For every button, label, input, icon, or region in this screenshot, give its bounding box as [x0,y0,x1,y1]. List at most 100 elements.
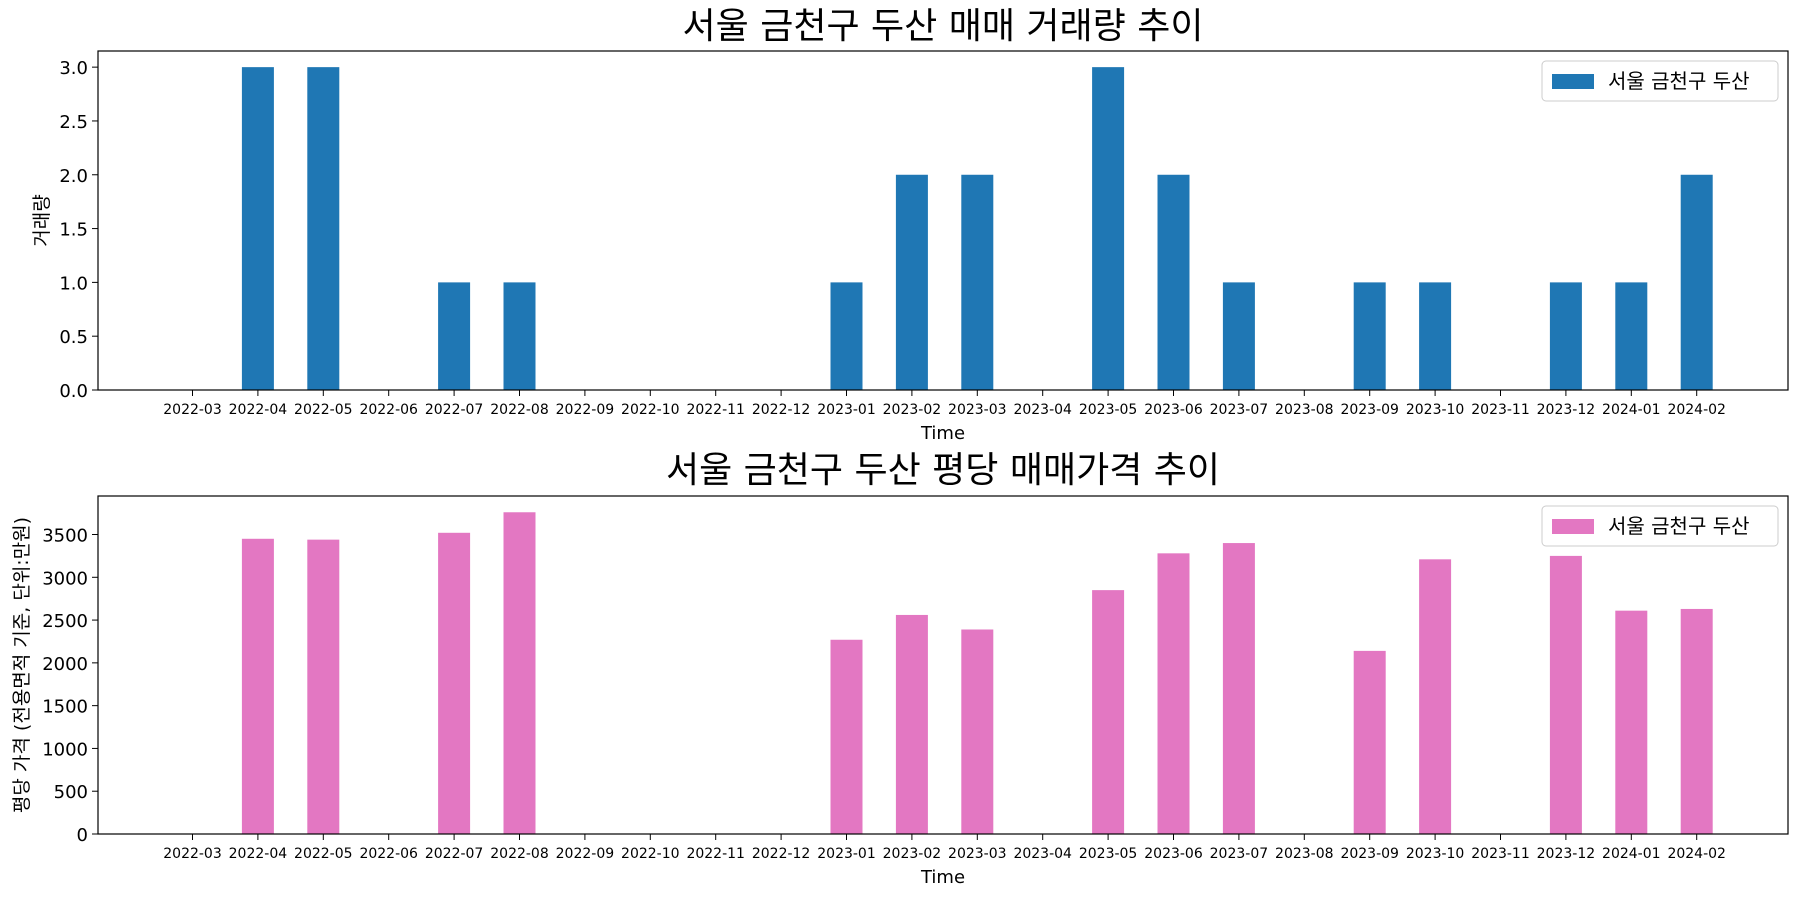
y-tick-label: 1000 [42,739,88,760]
bar-2022-04 [241,67,274,391]
y-tick-label: 3000 [42,568,88,589]
bar-2023-05 [1092,590,1125,834]
x-tick-label: 2024-02 [1667,846,1726,862]
y-tick-label: 2000 [42,654,88,675]
bar-2023-02 [895,174,928,390]
legend [1541,505,1779,547]
y-tick-label: 2.5 [59,112,88,133]
y-tick-label: 0.5 [59,327,88,348]
x-tick-label: 2022-12 [752,846,811,862]
x-tick-label: 2022-05 [294,846,353,862]
bar-2022-04 [241,538,274,834]
x-tick-label: 2023-02 [883,402,942,418]
x-tick-label: 2022-03 [163,402,222,418]
x-tick-label: 2022-12 [752,402,811,418]
x-tick-label: 2023-09 [1340,402,1399,418]
x-tick-label: 2022-09 [556,402,615,418]
bar-2023-09 [1353,650,1386,834]
y-axis-label: 평당 가격 (전용면적 기준, 단위:만원) [11,517,33,813]
x-tick-label: 2023-12 [1537,402,1596,418]
legend-label: 서울 금천구 두산 [1608,514,1750,538]
y-tick-label: 1.0 [59,273,88,294]
x-tick-label: 2023-04 [1013,402,1072,418]
x-axis-label: Time [920,867,965,888]
volume-chart: 서울 금천구 두산 매매 거래량 추이 0.0 0.5 1.0 1.5 2.0 2.5 3.0… [31,6,1789,444]
x-tick-label: 2024-02 [1667,402,1726,418]
x-tick-label: 2023-12 [1537,846,1596,862]
y-tick-label: 1500 [42,697,88,718]
x-tick-label: 2022-06 [359,402,418,418]
bar-2023-10 [1419,559,1452,834]
x-tick-label: 2023-03 [948,846,1007,862]
y-tick-label: 2500 [42,611,88,632]
x-tick-label: 2023-01 [817,402,876,418]
bar-2023-07 [1222,282,1255,390]
x-tick-label: 2022-03 [163,846,222,862]
x-tick-label: 2023-06 [1144,402,1203,418]
bar-2024-02 [1680,608,1713,834]
x-tick-label: 2023-04 [1013,846,1072,862]
x-tick-label: 2023-08 [1275,402,1334,418]
bar-2023-12 [1549,282,1582,390]
chart-title: 서울 금천구 두산 매매 거래량 추이 [683,6,1204,47]
bar-2024-01 [1615,282,1648,390]
bar-2023-06 [1157,174,1190,390]
bar-2023-01 [830,639,863,834]
x-tick-label: 2023-11 [1471,402,1530,418]
bar-2023-06 [1157,553,1190,834]
x-tick-label: 2023-07 [1210,402,1269,418]
x-tick-label: 2023-08 [1275,846,1334,862]
legend-swatch [1552,74,1594,89]
x-tick-label: 2022-09 [556,846,615,862]
x-tick-label: 2022-04 [229,402,288,418]
legend-label: 서울 금천구 두산 [1608,69,1750,93]
x-tick-label: 2023-05 [1079,402,1138,418]
bar-2023-02 [895,614,928,834]
x-axis-label: Time [920,423,965,444]
x-tick-label: 2022-08 [490,846,549,862]
y-tick-label: 0.0 [59,381,88,402]
x-tick-label: 2024-01 [1602,846,1661,862]
bar-2022-08 [503,512,536,834]
x-tick-label: 2023-07 [1210,846,1269,862]
x-tick-label: 2022-07 [425,846,484,862]
x-tick-label: 2022-08 [490,402,549,418]
x-tick-label: 2023-11 [1471,846,1530,862]
bar-2023-09 [1353,282,1386,390]
bar-2022-05 [307,539,340,834]
plot-frame [97,495,1789,835]
price-chart: 서울 금천구 두산 평당 매매가격 추이 0 500 1000 1500 2000 2500… [11,450,1789,888]
y-tick-label: 3.0 [59,58,88,79]
x-tick-label: 2023-09 [1340,846,1399,862]
x-tick-label: 2023-02 [883,846,942,862]
bar-2024-02 [1680,174,1713,390]
bar-2023-05 [1092,67,1125,391]
bar-2023-03 [961,174,994,390]
x-tick-label: 2023-10 [1406,846,1465,862]
bar-2023-03 [961,629,994,834]
y-axis-label: 거래량 [31,194,53,246]
x-tick-label: 2022-10 [621,846,680,862]
bar-2024-01 [1615,610,1648,834]
bar-2023-07 [1222,543,1255,834]
plot-frame [97,50,1789,391]
y-tick-label: 1.5 [59,220,88,241]
x-tick-label: 2023-10 [1406,402,1465,418]
legend-swatch [1552,519,1594,534]
x-tick-label: 2022-04 [229,846,288,862]
bar-2022-07 [438,282,471,390]
bar-2023-10 [1419,282,1452,390]
chart-title: 서울 금천구 두산 평당 매매가격 추이 [666,450,1220,491]
x-tick-label: 2023-06 [1144,846,1203,862]
x-tick-label: 2023-01 [817,846,876,862]
x-tick-label: 2022-06 [359,846,418,862]
bar-2022-08 [503,282,536,390]
x-tick-label: 2024-01 [1602,402,1661,418]
x-tick-label: 2022-11 [686,846,745,862]
bar-2023-01 [830,282,863,390]
x-tick-label: 2022-11 [686,402,745,418]
y-tick-label: 2.0 [59,166,88,187]
x-tick-label: 2023-03 [948,402,1007,418]
bar-2022-07 [438,532,471,834]
